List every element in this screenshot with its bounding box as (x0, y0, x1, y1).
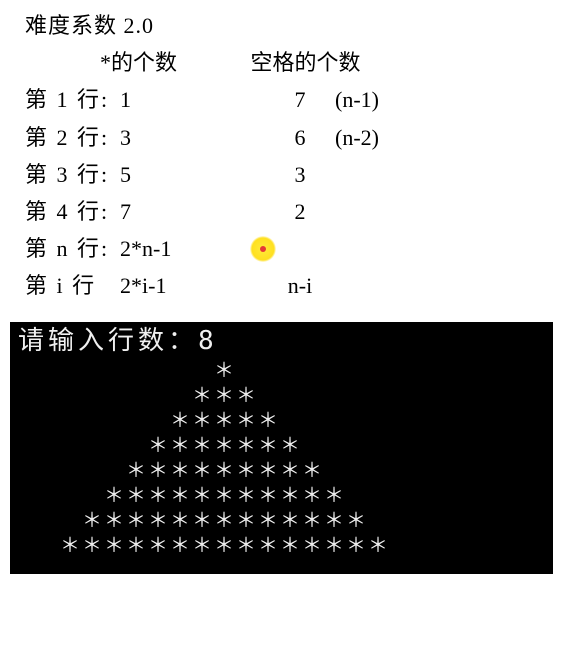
console-pyramid: ＊ ＊＊＊ ＊＊＊＊＊ ＊＊＊＊＊＊＊ ＊＊＊＊＊＊＊＊＊ ＊＊＊＊＊＊＊＊＊＊… (16, 358, 547, 558)
row-label: 第 3 行: (25, 157, 120, 192)
table-row: 第 2 行:36(n-2) (25, 120, 538, 155)
row-label: 第 4 行: (25, 194, 120, 229)
table-row: 第 i 行2*i-1n-i (25, 268, 538, 303)
console-prompt-line: 请输入行数：8 (18, 328, 547, 354)
console-input-value: 8 (198, 326, 218, 356)
row-stars: 1 (120, 82, 265, 117)
rows-container: 第 1 行:17(n-1)第 2 行:36(n-2)第 3 行:53第 4 行:… (25, 82, 538, 303)
difficulty-title: 难度系数 2.0 (25, 8, 538, 43)
row-stars: 5 (120, 157, 265, 192)
row-label: 第 2 行: (25, 120, 120, 155)
pyramid-line: ＊＊＊＊＊＊＊＊＊＊＊＊＊＊＊ (16, 533, 547, 558)
row-spaces: n-i (265, 268, 335, 303)
console-output: 请输入行数：8 ＊ ＊＊＊ ＊＊＊＊＊ ＊＊＊＊＊＊＊ ＊＊＊＊＊＊＊＊＊ ＊＊… (10, 322, 553, 574)
row-formula: (n-2) (335, 120, 415, 155)
explanation-block: 难度系数 2.0 *的个数 空格的个数 第 1 行:17(n-1)第 2 行:3… (0, 0, 563, 316)
table-row: 第 4 行:72 (25, 194, 538, 229)
row-spaces: 7 (265, 82, 335, 117)
row-spaces: 3 (265, 157, 335, 192)
row-label: 第 i 行 (25, 268, 120, 303)
row-spaces: 2 (265, 194, 335, 229)
row-formula: (n-1) (335, 82, 415, 117)
row-stars: 3 (120, 120, 265, 155)
table-row: 第 n 行:2*n-1 (25, 231, 538, 266)
pyramid-line: ＊＊＊ (16, 383, 547, 408)
pyramid-line: ＊＊＊＊＊＊＊＊＊＊＊ (16, 483, 547, 508)
header-stars: *的个数 (100, 45, 245, 80)
pyramid-line: ＊＊＊＊＊＊＊＊＊ (16, 458, 547, 483)
pyramid-line: ＊＊＊＊＊＊＊ (16, 433, 547, 458)
row-stars: 2*n-1 (120, 231, 265, 266)
row-spaces: 6 (265, 120, 335, 155)
laser-pointer-icon (250, 236, 276, 262)
row-stars: 7 (120, 194, 265, 229)
console-prompt: 请输入行数： (18, 326, 198, 356)
header-spaces: 空格的个数 (251, 45, 361, 80)
pyramid-line: ＊＊＊＊＊ (16, 408, 547, 433)
row-stars: 2*i-1 (120, 268, 265, 303)
pyramid-line: ＊＊＊＊＊＊＊＊＊＊＊＊＊ (16, 508, 547, 533)
table-row: 第 1 行:17(n-1) (25, 82, 538, 117)
table-row: 第 3 行:53 (25, 157, 538, 192)
pyramid-line: ＊ (16, 358, 547, 383)
row-label: 第 n 行: (25, 231, 120, 266)
column-headers: *的个数 空格的个数 (25, 45, 538, 80)
row-label: 第 1 行: (25, 82, 120, 117)
